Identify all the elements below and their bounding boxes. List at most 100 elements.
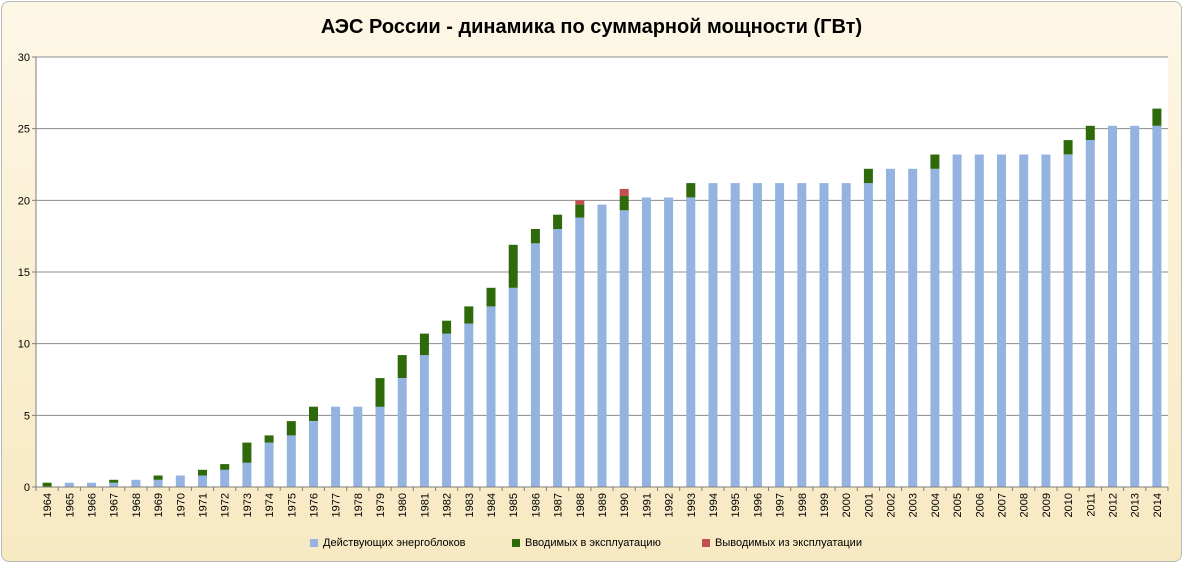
bar-segment: [597, 204, 607, 487]
legend-item: Вводимых в эксплуатацию: [512, 537, 661, 549]
bar-segment: [397, 355, 407, 378]
bar-segment: [619, 210, 629, 487]
legend-label: Выводимых из эксплуатации: [715, 537, 862, 549]
bar-segment: [64, 482, 74, 487]
y-tick-label: 0: [24, 482, 30, 494]
bar-segment: [686, 183, 696, 198]
bar-segment: [530, 229, 540, 244]
x-tick-label: 1977: [331, 493, 343, 517]
chart-title: АЭС России - динамика по суммарной мощно…: [320, 16, 863, 38]
bar-segment: [309, 406, 318, 421]
x-tick-label: 1990: [619, 493, 631, 517]
x-tick-label: 1984: [486, 493, 498, 517]
bar-segment: [220, 469, 230, 487]
x-tick-label: 1983: [464, 493, 476, 517]
bar-segment: [109, 482, 119, 487]
bar-segment: [242, 462, 252, 487]
legend-label: Действующих энергоблоков: [323, 537, 466, 549]
bar-segment: [752, 183, 762, 487]
x-tick-label: 1972: [220, 493, 232, 517]
bar-segment: [1152, 108, 1162, 126]
bar-segment: [331, 406, 341, 487]
bar-segment: [974, 154, 984, 487]
bar-segment: [286, 435, 296, 487]
bar-segment: [886, 168, 895, 488]
y-tick-label: 20: [18, 195, 30, 207]
bar-segment: [264, 435, 274, 443]
bar-segment: [797, 183, 807, 487]
bar-segment: [464, 323, 474, 487]
x-tick-label: 2003: [908, 493, 920, 517]
x-tick-label: 1979: [375, 493, 387, 517]
bar-segment: [442, 320, 452, 334]
bar-segment: [486, 306, 496, 487]
bar-segment: [575, 200, 585, 205]
bar-segment: [486, 287, 496, 307]
bar-segment: [375, 406, 385, 487]
bar-segment: [242, 442, 252, 463]
x-tick-label: 1969: [153, 493, 165, 517]
bar-segment: [175, 475, 185, 487]
bar-segment: [1041, 154, 1051, 487]
x-tick-label: 2013: [1130, 493, 1142, 517]
x-tick-label: 1981: [419, 493, 431, 517]
bar-segment: [131, 479, 141, 487]
x-tick-label: 2001: [863, 493, 875, 517]
bar-segment: [397, 378, 407, 487]
bar-segment: [1108, 125, 1117, 488]
x-tick-label: 1975: [286, 493, 298, 517]
bar-segment: [1019, 154, 1029, 487]
bar-segment: [708, 183, 718, 487]
x-tick-label: 1980: [397, 493, 409, 517]
bar-segment: [353, 406, 363, 487]
bar-segment: [841, 183, 851, 487]
x-tick-label: 2005: [952, 493, 964, 517]
bar-segment: [1130, 125, 1140, 488]
bar-segment: [664, 197, 674, 487]
x-tick-label: 2011: [1085, 493, 1097, 517]
bar-segment: [286, 421, 296, 436]
bar-segment: [575, 217, 585, 487]
x-tick-label: 1967: [109, 493, 121, 517]
bar-segment: [952, 154, 962, 487]
bar-segment: [930, 168, 940, 488]
bar-segment: [264, 442, 274, 487]
bar-segment: [1063, 140, 1073, 155]
bar-segment: [863, 183, 873, 487]
x-tick-label: 1964: [42, 493, 54, 517]
bar-segment: [442, 333, 452, 487]
bar-segment: [641, 197, 651, 487]
x-tick-label: 1999: [819, 493, 831, 517]
x-tick-label: 2014: [1152, 493, 1164, 517]
chart-legend: Действующих энергоблоков Вводимых в эксп…: [2, 537, 1181, 553]
bar-segment: [930, 154, 940, 169]
x-tick-label: 2008: [1019, 493, 1031, 517]
x-tick-label: 1976: [309, 493, 321, 517]
x-tick-label: 1965: [64, 493, 76, 517]
x-tick-label: 1988: [575, 493, 587, 517]
y-tick-label: 30: [18, 52, 30, 64]
bar-segment: [109, 479, 119, 483]
x-tick-label: 2006: [974, 493, 986, 517]
bar-segment: [309, 421, 318, 487]
x-tick-label: 1968: [131, 493, 143, 517]
legend-swatch: [702, 539, 710, 547]
x-tick-label: 2000: [841, 493, 853, 517]
bar-segment: [530, 243, 540, 487]
x-tick-label: 2009: [1041, 493, 1053, 517]
x-tick-label: 1989: [597, 493, 609, 517]
y-tick-label: 5: [24, 410, 30, 422]
bar-segment: [198, 475, 207, 487]
bar-segment: [863, 168, 873, 184]
bar-segment: [1085, 140, 1095, 487]
x-tick-label: 1971: [198, 493, 210, 517]
bar-segment: [575, 204, 585, 218]
bar-segment: [198, 469, 207, 476]
bar-segment: [619, 196, 629, 211]
legend-label: Вводимых в эксплуатацию: [525, 537, 661, 549]
bar-segment: [819, 183, 829, 487]
bar-segment: [508, 244, 518, 288]
bar-segment: [1152, 125, 1162, 488]
x-tick-label: 1970: [175, 493, 187, 517]
